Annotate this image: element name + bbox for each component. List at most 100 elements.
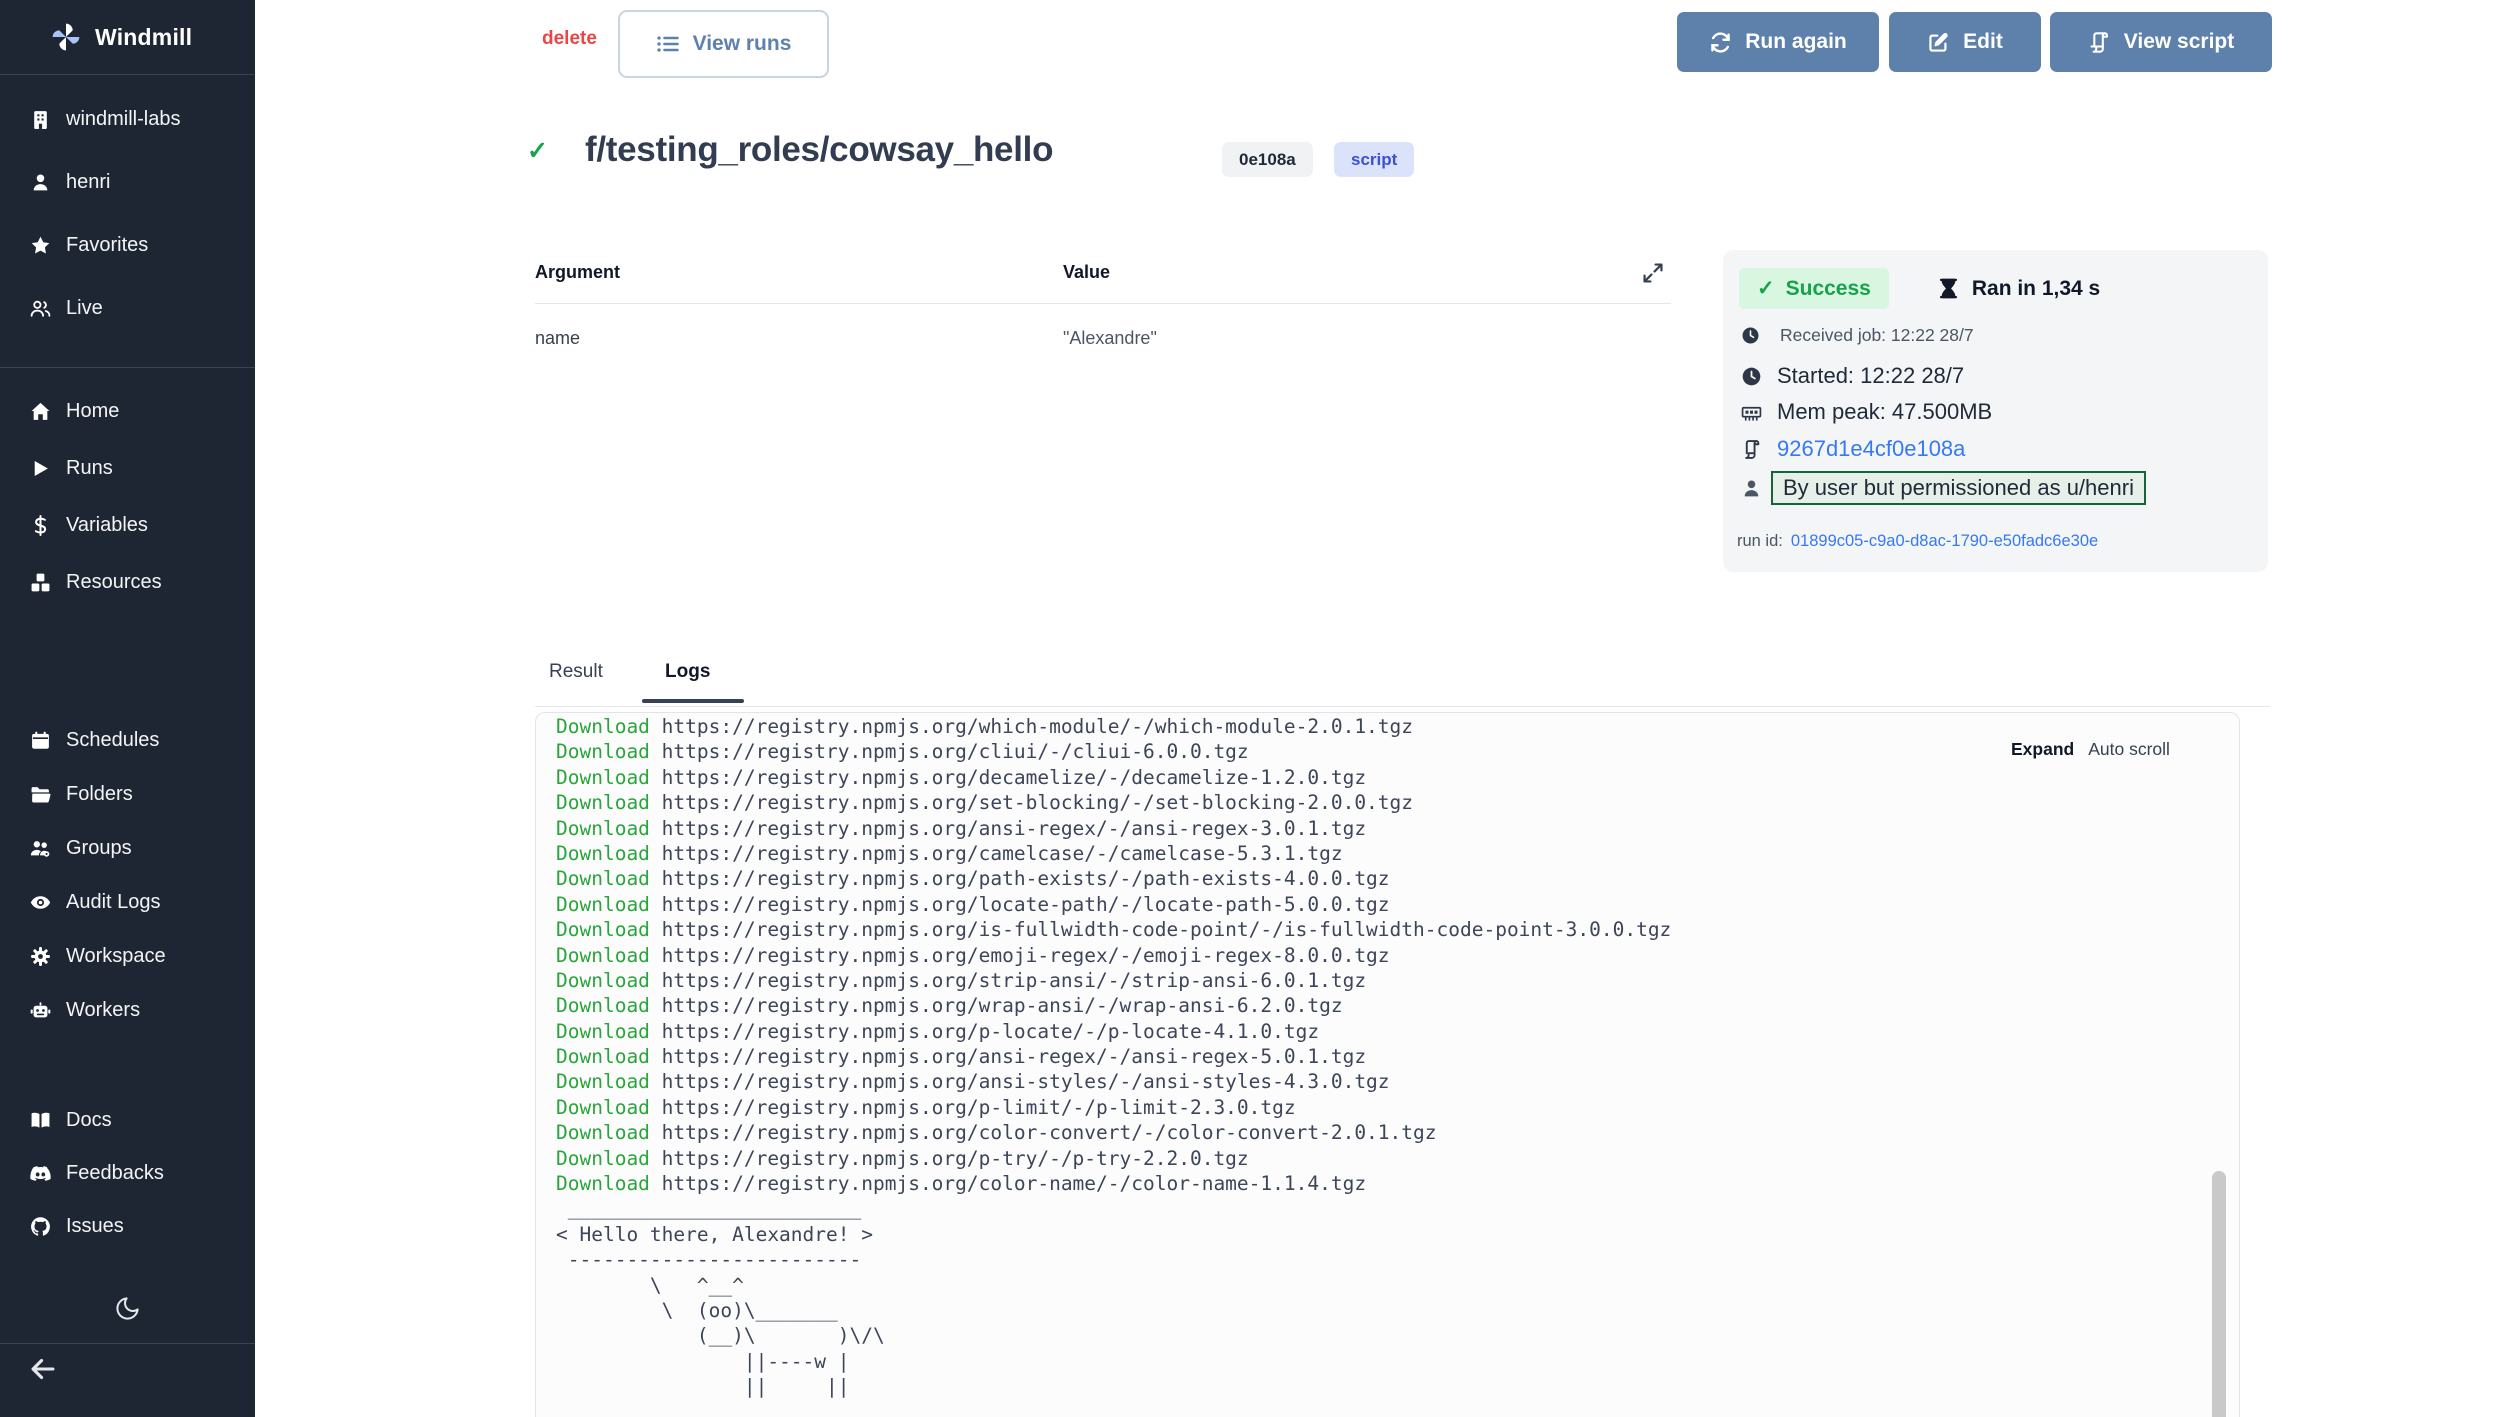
table-row: name "Alexandre" xyxy=(535,328,1671,362)
sidebar-item-label: Feedbacks xyxy=(66,1162,164,1184)
sidebar-item-windmill-labs[interactable]: windmill-labs xyxy=(0,88,255,151)
dark-mode-toggle[interactable] xyxy=(0,1283,255,1333)
log-line: || || xyxy=(556,1375,850,1399)
maximize-icon[interactable] xyxy=(1640,260,1666,286)
sidebar-item-label: Runs xyxy=(66,457,113,479)
sidebar-item-label: Live xyxy=(66,297,103,319)
log-line: (__)\ )\/\ xyxy=(556,1324,885,1348)
log-line: Download https://registry.npmjs.org/p-li… xyxy=(556,1095,1296,1119)
argument-column-header: Argument xyxy=(535,262,620,282)
sidebar-item-folders[interactable]: Folders xyxy=(0,767,255,821)
sidebar-item-favorites[interactable]: Favorites xyxy=(0,214,255,277)
run-again-label: Run again xyxy=(1745,30,1847,53)
log-line: _________________________ xyxy=(556,1197,862,1221)
run-id-link[interactable]: 01899c05-c9a0-d8ac-1790-e50fadc6e30e xyxy=(1790,532,2099,550)
table-divider xyxy=(535,303,1671,304)
sidebar-item-henri[interactable]: henri xyxy=(0,151,255,214)
star-icon xyxy=(30,235,51,256)
sidebar-item-label: Schedules xyxy=(66,728,160,751)
user-icon xyxy=(1741,478,1762,499)
sidebar-item-issues[interactable]: Issues xyxy=(0,1200,255,1253)
argument-name: name xyxy=(535,328,581,348)
started-row: Started: 12:22 28/7 xyxy=(1741,363,1964,389)
log-line: ||----w | xyxy=(556,1349,850,1373)
sidebar-workspace-nav: windmill-labs henri Favorites Live xyxy=(0,88,255,340)
auto-scroll-toggle[interactable]: Auto scroll xyxy=(2088,739,2170,759)
sidebar-item-label: Groups xyxy=(66,836,132,859)
duration-label: Ran in 1,34 s xyxy=(1971,276,2101,300)
run-id-label: run id: xyxy=(1737,532,1783,550)
value-column-header: Value xyxy=(1063,262,1111,282)
view-runs-label: View runs xyxy=(692,32,792,55)
logs-panel: Download https://registry.npmjs.org/whic… xyxy=(535,712,2240,1417)
log-line: Download https://registry.npmjs.org/ansi… xyxy=(556,1070,1390,1094)
status-row: ✓ Success Ran in 1,34 s xyxy=(1739,268,2252,309)
home-icon xyxy=(30,401,51,422)
moon-icon xyxy=(114,1295,141,1322)
delete-button[interactable]: delete xyxy=(542,28,597,49)
sidebar-item-resources[interactable]: Resources xyxy=(0,554,255,611)
sidebar-item-label: Resources xyxy=(66,571,162,593)
active-tab-underline xyxy=(642,699,744,703)
sidebar-item-label: windmill-labs xyxy=(66,108,181,130)
run-again-button[interactable]: Run again xyxy=(1677,12,1879,72)
robot-icon xyxy=(30,1000,51,1021)
tab-result[interactable]: Result xyxy=(549,661,603,682)
tab-logs[interactable]: Logs xyxy=(665,661,711,682)
sidebar-item-schedules[interactable]: Schedules xyxy=(0,713,255,767)
permission-badge: By user but permissioned as u/henri xyxy=(1771,471,2146,505)
sidebar-item-runs[interactable]: Runs xyxy=(0,440,255,497)
sidebar-item-variables[interactable]: Variables xyxy=(0,497,255,554)
log-line: Download https://registry.npmjs.org/wrap… xyxy=(556,994,1343,1018)
log-output: Download https://registry.npmjs.org/whic… xyxy=(556,714,1671,1400)
argument-value: "Alexandre" xyxy=(1063,328,1157,348)
collapse-sidebar-button[interactable] xyxy=(26,1352,62,1388)
view-runs-button[interactable]: View runs xyxy=(618,10,829,78)
sidebar-item-groups[interactable]: Groups xyxy=(0,821,255,875)
sidebar-item-audit-logs[interactable]: Audit Logs xyxy=(0,875,255,929)
job-hash-row: 9267d1e4cf0e108a xyxy=(1741,436,1965,462)
log-line: Download https://registry.npmjs.org/p-tr… xyxy=(556,1146,1249,1170)
started-label: Started: 12:22 28/7 xyxy=(1777,363,1965,388)
sidebar-item-live[interactable]: Live xyxy=(0,277,255,340)
sidebar-item-label: Variables xyxy=(66,514,148,536)
main-content: delete View runs Run again Edit xyxy=(255,0,2500,1417)
log-line: < Hello there, Alexandre! > xyxy=(556,1222,873,1246)
sidebar-divider xyxy=(0,367,255,368)
sidebar-item-workspace[interactable]: Workspace xyxy=(0,929,255,983)
log-line: \ (oo)\_______ xyxy=(556,1298,838,1322)
sidebar-primary-nav: Home Runs Variables Resources xyxy=(0,383,255,611)
eye-icon xyxy=(30,892,51,913)
expand-logs-button[interactable]: Expand xyxy=(2011,739,2075,759)
sidebar-item-home[interactable]: Home xyxy=(0,383,255,440)
sidebar-item-docs[interactable]: Docs xyxy=(0,1094,255,1147)
script-type-badge: script xyxy=(1334,142,1415,177)
app-title: Windmill xyxy=(95,23,193,50)
log-line: Download https://registry.npmjs.org/stri… xyxy=(556,968,1367,992)
log-line: Download https://registry.npmjs.org/set-… xyxy=(556,791,1414,815)
edit-label: Edit xyxy=(1963,30,2003,53)
edit-button[interactable]: Edit xyxy=(1889,12,2041,72)
sidebar-item-feedbacks[interactable]: Feedbacks xyxy=(0,1147,255,1200)
log-line: Download https://registry.npmjs.org/cliu… xyxy=(556,740,1249,764)
app-logo[interactable]: Windmill xyxy=(0,0,255,74)
calendar-icon xyxy=(30,730,51,751)
log-line: Download https://registry.npmjs.org/emoj… xyxy=(556,943,1390,967)
scroll-icon xyxy=(1741,439,1762,460)
view-script-button[interactable]: View script xyxy=(2050,12,2272,72)
log-line: Download https://registry.npmjs.org/ansi… xyxy=(556,1045,1367,1069)
argument-rows: name "Alexandre" xyxy=(535,328,1671,362)
check-icon: ✓ xyxy=(1757,277,1775,300)
scrollbar-thumb[interactable] xyxy=(2212,1171,2226,1417)
sidebar-item-label: Audit Logs xyxy=(66,890,161,913)
play-icon xyxy=(30,458,51,479)
list-icon xyxy=(656,32,680,56)
tab-bar-border xyxy=(535,706,2270,707)
log-line: ------------------------- xyxy=(556,1248,862,1272)
building-icon xyxy=(30,109,51,130)
sidebar-item-label: Docs xyxy=(66,1109,112,1131)
job-hash-link[interactable]: 9267d1e4cf0e108a xyxy=(1777,436,1966,461)
sidebar-item-workers[interactable]: Workers xyxy=(0,983,255,1037)
edit-icon xyxy=(1927,31,1950,54)
